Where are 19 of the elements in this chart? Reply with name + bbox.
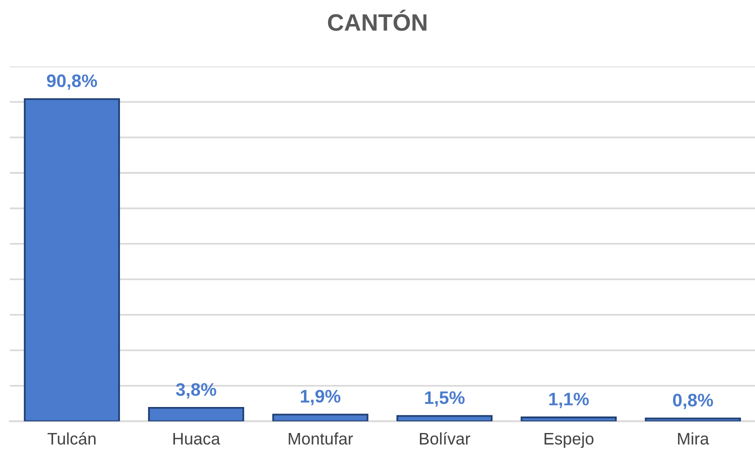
- x-tick-label: Huaca: [173, 432, 220, 445]
- bar: [644, 418, 741, 422]
- chart-title: CANTÓN: [328, 10, 426, 31]
- bar: [396, 415, 493, 422]
- x-tick-label: Bolívar: [420, 432, 470, 445]
- x-tick-label: Montufar: [288, 432, 353, 445]
- data-label: 1,9%: [300, 390, 340, 406]
- x-tick-label: Tulcán: [48, 432, 96, 445]
- data-label: 3,8%: [176, 383, 216, 398]
- data-label: 1,5%: [425, 391, 465, 407]
- bar: [24, 98, 120, 422]
- data-label: 0,8%: [673, 394, 714, 410]
- bar: [520, 416, 617, 422]
- data-label: 90,8%: [46, 74, 98, 90]
- data-label: 1,1%: [549, 392, 589, 408]
- x-tick-label: Mira: [678, 432, 710, 445]
- x-tick-label: Espejo: [544, 432, 594, 448]
- bar: [272, 414, 368, 422]
- bar: [148, 406, 244, 422]
